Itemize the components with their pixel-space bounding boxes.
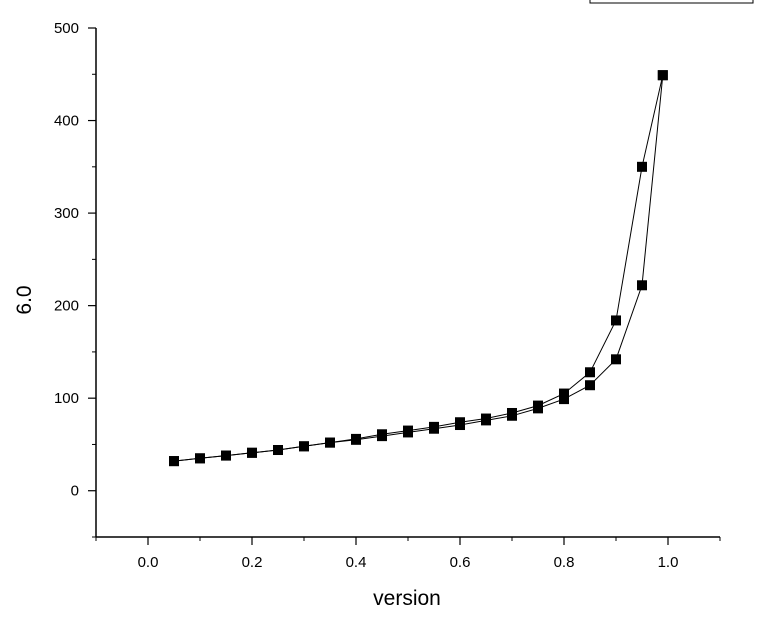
- series-2-point: [585, 380, 595, 391]
- y-tick-label: 200: [54, 298, 79, 315]
- series-2-point: [455, 420, 465, 431]
- series-2-point: [533, 403, 543, 414]
- series-1-point: [611, 315, 621, 326]
- y-tick-label: 0: [71, 483, 79, 500]
- y-tick-label: 300: [54, 205, 79, 222]
- y-tick-label: 500: [54, 20, 79, 37]
- x-tick-label: 0.4: [346, 554, 367, 571]
- series-1-point: [559, 388, 569, 399]
- series-line-2: [173, 75, 664, 462]
- axes: [88, 27, 721, 545]
- series-2-point: [195, 453, 205, 464]
- x-tick-label: 1.0: [658, 554, 679, 571]
- series-2-point: [481, 415, 491, 426]
- series-2-point: [299, 441, 309, 452]
- series-2-point: [377, 431, 387, 442]
- series-line-1: [173, 75, 664, 462]
- series-2-point: [637, 280, 647, 291]
- y-tick-label: 400: [54, 113, 79, 130]
- series-layer: [169, 70, 668, 467]
- series-2-point: [611, 354, 621, 365]
- series-1-point: [637, 161, 647, 172]
- series-2-point: [429, 423, 439, 434]
- series-1-point: [585, 367, 595, 378]
- x-axis-title: version: [373, 587, 441, 610]
- series-2-point: [221, 450, 231, 461]
- series-2-point: [169, 456, 179, 467]
- series-2-point: [273, 445, 283, 456]
- series-2-point: [325, 437, 335, 448]
- x-tick-label: 0.6: [450, 554, 471, 571]
- tick-labels: 0 100 200 300 400 500 0.0 0.2 0.4 0.6 0.8 1.0: [54, 20, 678, 571]
- x-tick-label: 0.2: [242, 554, 263, 571]
- series-2-point: [657, 70, 668, 81]
- series-2-point: [559, 394, 569, 405]
- x-tick-label: 0.8: [554, 554, 575, 571]
- legend-box: [589, 0, 754, 4]
- y-tick-label: 100: [54, 390, 79, 407]
- series-2-point: [247, 447, 257, 458]
- series-2-point: [351, 434, 361, 445]
- y-axis-title: 6.0: [13, 285, 36, 314]
- series-2-point: [403, 427, 413, 438]
- series-2-point: [507, 410, 517, 421]
- x-tick-label: 0.0: [138, 554, 159, 571]
